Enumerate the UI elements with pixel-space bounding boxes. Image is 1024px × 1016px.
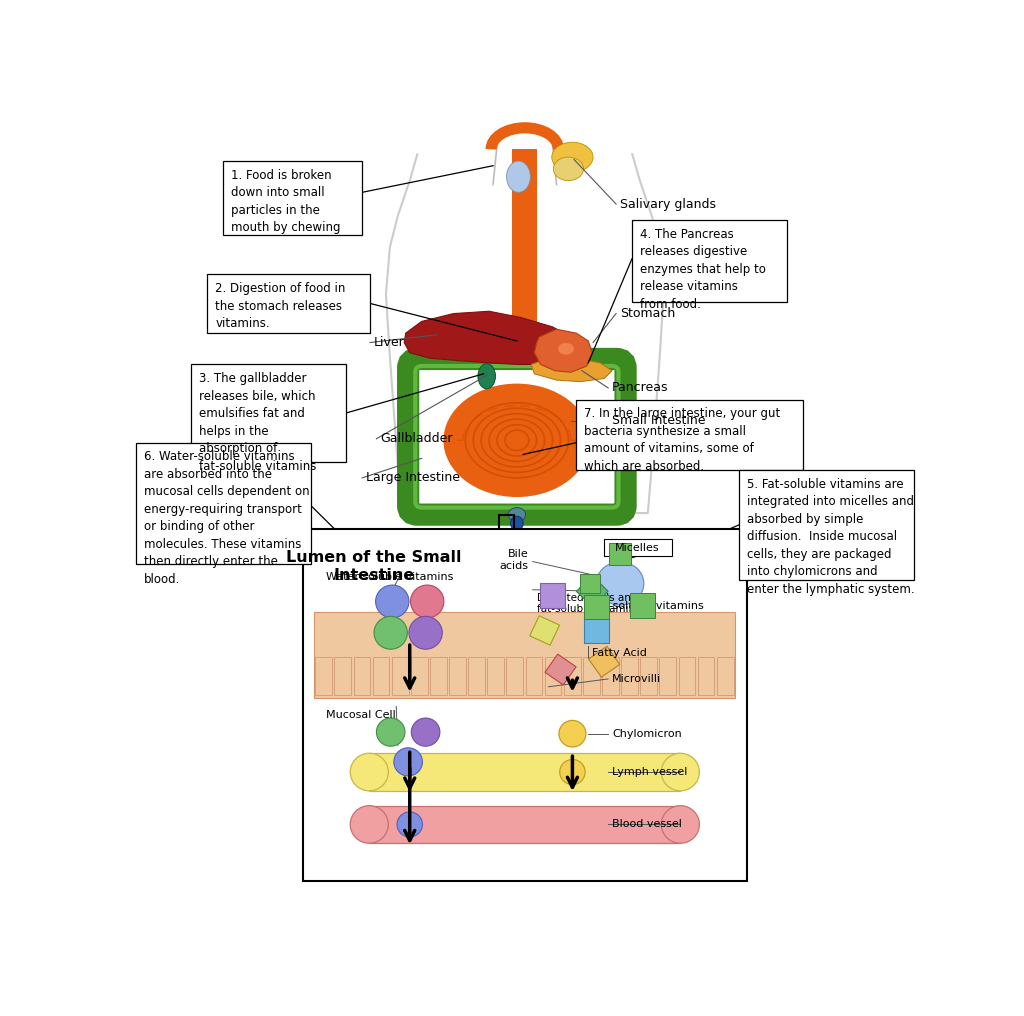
Text: Blood vessel: Blood vessel (612, 820, 682, 829)
Text: Lumen of the Small
Intestine: Lumen of the Small Intestine (287, 550, 462, 583)
Ellipse shape (397, 812, 423, 837)
Ellipse shape (560, 760, 585, 784)
Ellipse shape (662, 753, 699, 790)
Bar (564, 657, 581, 695)
Bar (500, 515, 514, 531)
Ellipse shape (552, 142, 593, 172)
Bar (632, 219, 786, 302)
Ellipse shape (511, 516, 523, 530)
Polygon shape (404, 311, 577, 365)
Ellipse shape (394, 748, 423, 776)
Ellipse shape (507, 161, 530, 192)
Ellipse shape (412, 718, 440, 746)
Bar (450, 657, 466, 695)
FancyBboxPatch shape (540, 583, 565, 608)
Text: Gallbladder: Gallbladder (380, 432, 453, 445)
Text: Small Intestine: Small Intestine (612, 415, 706, 428)
Bar (207, 274, 370, 333)
Bar (640, 657, 657, 695)
Ellipse shape (350, 753, 388, 790)
Text: Fatty Acid: Fatty Acid (592, 647, 647, 657)
Polygon shape (531, 359, 612, 382)
Bar (487, 657, 504, 695)
Ellipse shape (508, 508, 525, 521)
Bar (303, 528, 748, 881)
Bar (739, 470, 913, 579)
Bar (191, 365, 346, 462)
Text: Pancreas: Pancreas (612, 381, 669, 394)
Text: 2. Digestion of food in
the stomach releases
vitamins.: 2. Digestion of food in the stomach rele… (215, 282, 346, 330)
Ellipse shape (553, 157, 584, 181)
Bar (353, 657, 371, 695)
Text: Mucosal Cell: Mucosal Cell (327, 710, 396, 720)
Bar (659, 657, 676, 695)
Bar (577, 399, 803, 470)
Bar (314, 613, 735, 698)
Bar (679, 657, 695, 695)
Bar (468, 657, 485, 695)
Bar (392, 657, 409, 695)
Ellipse shape (559, 720, 586, 747)
Ellipse shape (478, 364, 496, 389)
Ellipse shape (596, 562, 644, 605)
Text: Microvilli: Microvilli (612, 674, 662, 684)
Text: 4. The Pancreas
releases digestive
enzymes that help to
release vitamins
from fo: 4. The Pancreas releases digestive enzym… (640, 228, 766, 311)
Ellipse shape (377, 718, 404, 746)
Ellipse shape (350, 806, 388, 843)
Text: Digested lipids and
fat-soluble vitamins: Digested lipids and fat-soluble vitamins (537, 593, 640, 615)
Text: 1. Food is broken
down into small
particles in the
mouth by chewing: 1. Food is broken down into small partic… (231, 169, 341, 235)
Ellipse shape (411, 585, 443, 618)
Bar (373, 657, 389, 695)
Bar (223, 162, 362, 236)
Text: Chylomicron: Chylomicron (612, 728, 682, 739)
Bar (411, 657, 428, 695)
Ellipse shape (409, 617, 442, 649)
Bar (717, 657, 733, 695)
FancyBboxPatch shape (584, 618, 609, 643)
Polygon shape (506, 337, 544, 361)
Text: Lymph vessel: Lymph vessel (612, 767, 687, 777)
Text: Liver: Liver (374, 336, 404, 350)
Bar (525, 657, 543, 695)
Bar (370, 753, 680, 790)
Text: 6. Water-soluble vitamins
are absorbed into the
mucosal cells dependent on
energ: 6. Water-soluble vitamins are absorbed i… (143, 450, 309, 586)
Ellipse shape (376, 585, 409, 618)
Text: Water-soluble vitamins: Water-soluble vitamins (327, 572, 454, 582)
Text: Salivary glands: Salivary glands (620, 197, 716, 210)
Bar (545, 657, 561, 695)
Text: Stomach: Stomach (620, 307, 675, 320)
Bar (507, 657, 523, 695)
Bar (583, 657, 600, 695)
Bar (136, 443, 310, 564)
Ellipse shape (558, 343, 574, 355)
Text: Bile
acids: Bile acids (500, 550, 528, 571)
Bar (370, 806, 680, 843)
Text: 3. The gallbladder
releases bile, which
emulsifies fat and
helps in the
absorpti: 3. The gallbladder releases bile, which … (200, 372, 316, 472)
Ellipse shape (662, 806, 699, 843)
Ellipse shape (374, 617, 408, 649)
Text: 7. In the large intestine, your gut
bacteria synthesize a small
amount of vitami: 7. In the large intestine, your gut bact… (585, 407, 780, 473)
Bar (430, 657, 446, 695)
Polygon shape (535, 329, 592, 372)
Text: Large Intestine: Large Intestine (367, 471, 460, 485)
Bar (335, 657, 351, 695)
Ellipse shape (443, 384, 590, 497)
Bar (697, 657, 715, 695)
Text: Micelles: Micelles (615, 543, 659, 553)
Text: Fat-soluble vitamins: Fat-soluble vitamins (592, 600, 705, 611)
Bar (604, 538, 672, 556)
Text: 5. Fat-soluble vitamins are
integrated into micelles and
absorbed by simple
diff: 5. Fat-soluble vitamins are integrated i… (748, 478, 914, 595)
Bar (315, 657, 332, 695)
Bar (602, 657, 618, 695)
Bar (622, 657, 638, 695)
